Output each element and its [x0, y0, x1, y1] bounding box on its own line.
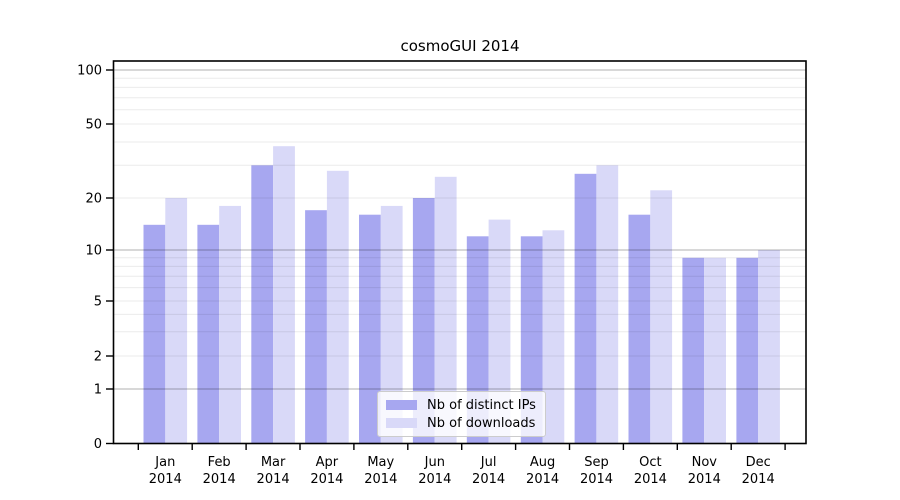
legend-label-distinct-ips: Nb of distinct IPs	[427, 397, 536, 413]
bar-jan-distinct-ips	[143, 224, 166, 444]
y-tick-label: 10	[85, 244, 102, 259]
bar-sep-distinct-ips	[574, 173, 597, 444]
x-tick-label-month: Jun	[424, 455, 445, 470]
gridlines-layer	[113, 69, 806, 390]
x-tick-label-month: Mar	[261, 455, 286, 470]
bar-jul-downloads	[488, 219, 511, 444]
x-tick-label-month: Jan	[154, 455, 175, 470]
x-tick-label-year: 2014	[688, 472, 721, 487]
legend-label-downloads: Nb of downloads	[427, 415, 536, 431]
bar-oct-downloads	[650, 190, 673, 444]
x-tick-label-month: May	[367, 455, 394, 470]
x-tick-label-month: Sep	[584, 455, 609, 470]
y-tick-label: 5	[94, 295, 102, 310]
x-tick-label-year: 2014	[364, 472, 397, 487]
legend: Nb of distinct IPs Nb of downloads	[377, 391, 546, 437]
bar-mar-distinct-ips	[251, 165, 274, 444]
bar-jun-distinct-ips	[412, 198, 435, 444]
x-tick-label-year: 2014	[634, 472, 667, 487]
bar-dec-distinct-ips	[736, 257, 759, 444]
chart-title: cosmoGUI 2014	[401, 37, 520, 55]
bar-oct-distinct-ips	[628, 214, 651, 444]
x-tick-label-month: Nov	[692, 455, 718, 470]
x-tick-label-month: Aug	[530, 455, 555, 470]
x-tick-label-year: 2014	[257, 472, 290, 487]
x-tick-label-year: 2014	[580, 472, 613, 487]
x-tick-label-year: 2014	[418, 472, 451, 487]
bar-mar-downloads	[273, 146, 295, 444]
axes-layer	[106, 60, 807, 450]
x-tick-label-month: Dec	[746, 455, 771, 470]
bar-dec-downloads	[758, 250, 780, 444]
x-tick-label-year: 2014	[203, 472, 236, 487]
bar-jun-downloads	[434, 176, 457, 444]
x-tick-label-year: 2014	[472, 472, 505, 487]
legend-item: Nb of downloads	[386, 417, 545, 430]
bar-nov-downloads	[704, 257, 726, 444]
legend-swatch-distinct-ips	[386, 400, 417, 410]
x-tick-label-month: Apr	[316, 455, 339, 470]
x-tick-label-year: 2014	[310, 472, 343, 487]
y-tick-label: 100	[77, 64, 102, 79]
bar-feb-distinct-ips	[197, 224, 220, 444]
y-tick-label: 1	[94, 383, 102, 398]
x-tick-label-year: 2014	[149, 472, 182, 487]
bar-may-downloads	[380, 205, 403, 444]
legend-item: Nb of distinct IPs	[386, 399, 545, 412]
x-tick-label-month: Feb	[208, 455, 231, 470]
x-tick-label-year: 2014	[742, 472, 775, 487]
bar-nov-distinct-ips	[682, 257, 705, 444]
y-tick-label: 0	[94, 437, 102, 452]
x-tick-label-month: Jul	[480, 455, 497, 470]
legend-swatch-downloads	[386, 418, 417, 428]
bar-may-distinct-ips	[359, 214, 381, 444]
bar-apr-distinct-ips	[305, 210, 327, 444]
bar-sep-downloads	[596, 165, 619, 444]
bar-apr-downloads	[326, 170, 349, 444]
labels-layer: 0 1 2 5 10 20 50 100 Jan 2014 Feb 2014 Mar 2014 Apr 201…	[77, 64, 775, 488]
y-tick-label: 2	[94, 350, 102, 365]
bar-aug-downloads	[542, 230, 565, 444]
plot-frame	[112, 60, 807, 445]
bar-jan-downloads	[165, 198, 188, 444]
y-tick-label: 50	[85, 118, 102, 133]
bar-feb-downloads	[219, 205, 241, 444]
x-tick-label-year: 2014	[526, 472, 559, 487]
x-tick-label-month: Oct	[639, 455, 661, 470]
y-tick-label: 20	[85, 192, 102, 207]
